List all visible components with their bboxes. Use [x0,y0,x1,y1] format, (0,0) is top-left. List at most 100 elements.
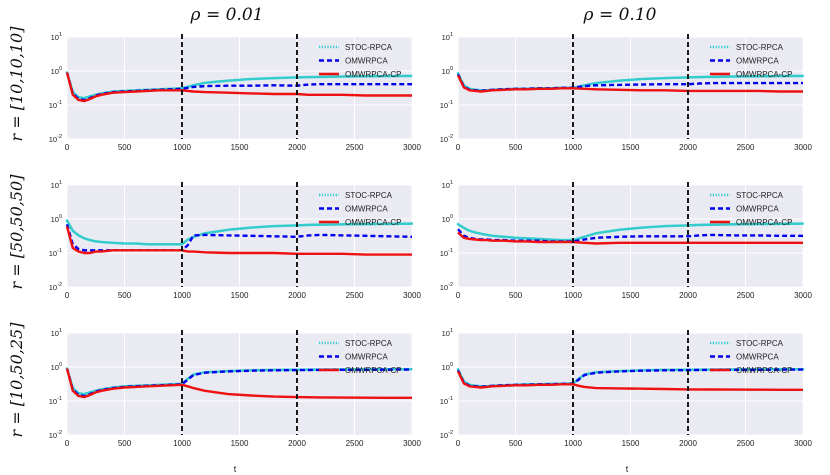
x-axis-label: t [234,464,237,474]
x-tick-label: 500 [118,143,132,152]
chart-panel: 10-2 10-1 100 101 0 500 1000 1500 2000 2500 3000 ST… [49,180,422,300]
chart-panel: 10-2 10-1 100 101 0 500 1000 1500 2000 2500 3000 ST… [49,32,422,152]
legend-label: STOC-RPCA [736,339,784,348]
x-tick-label: 1000 [564,439,582,448]
x-tick-label: 1000 [564,291,582,300]
legend-label: STOC-RPCA [345,191,393,200]
y-tick-label: 10-1 [440,248,453,258]
chart-panel: 10-2 10-1 100 101 0 500 1000 1500 2000 2500 3000 ST… [440,328,813,448]
series-line [65,219,414,246]
x-tick-label: 1000 [173,143,191,152]
y-tick-label: 101 [442,328,453,338]
x-tick-label: 2500 [737,439,755,448]
legend-label: STOC-RPCA [736,43,784,52]
x-tick-label: 0 [65,439,70,448]
x-tick-label: 0 [456,439,461,448]
y-tick-label: 100 [442,214,453,224]
x-tick-label: 3000 [403,143,421,152]
legend-label: OMWRPCA-CP [736,70,792,79]
row-label: r = [10,50,25] [7,322,26,438]
x-tick-label: 0 [456,291,461,300]
legend-label: OMWRPCA-CP [736,218,792,227]
series-line [456,74,803,93]
x-tick-label: 2000 [679,439,697,448]
x-tick-label: 500 [509,291,523,300]
x-tick-label: 3000 [403,439,421,448]
x-tick-label: 1500 [622,439,640,448]
x-tick-label: 500 [118,291,132,300]
x-tick-label: 1000 [564,143,582,152]
y-tick-label: 101 [51,328,62,338]
legend-label: OMWRPCA-CP [345,70,401,79]
y-tick-label: 10-1 [49,396,62,406]
y-tick-label: 100 [442,66,453,76]
x-tick-label: 3000 [794,143,812,152]
x-tick-label: 1500 [622,291,640,300]
y-tick-label: 10-1 [49,248,62,258]
y-tick-label: 10-1 [440,100,453,110]
x-axis-label: t [626,464,629,474]
legend-label: OMWRPCA [736,205,779,214]
y-tick-label: 100 [51,214,62,224]
row-label: r = [10,10,10] [7,26,26,142]
x-tick-label: 500 [509,143,523,152]
y-tick-label: 10-2 [440,430,453,440]
series-line [65,72,412,103]
legend-label: OMWRPCA-CP [345,218,401,227]
x-tick-label: 1000 [173,291,191,300]
y-tick-label: 101 [442,32,453,42]
x-tick-label: 2500 [737,291,755,300]
legend-label: STOC-RPCA [345,339,393,348]
y-tick-label: 101 [51,32,62,42]
legend-label: OMWRPCA [345,57,388,66]
y-tick-label: 100 [51,66,62,76]
x-tick-label: 0 [456,143,461,152]
y-tick-label: 10-2 [49,430,62,440]
series-line [456,370,803,391]
y-tick-label: 10-1 [49,100,62,110]
legend-label: OMWRPCA-CP [345,366,401,375]
chart-panel: 10-2 10-1 100 101 0 500 1000 1500 2000 2500 3000 ST… [440,180,813,300]
y-tick-label: 10-2 [440,134,453,144]
y-tick-label: 10-2 [49,134,62,144]
x-tick-label: 0 [65,143,70,152]
x-tick-label: 0 [65,291,70,300]
x-tick-label: 3000 [794,291,812,300]
x-tick-label: 2000 [288,439,306,448]
x-tick-label: 2500 [346,291,364,300]
series-line [456,222,805,242]
y-tick-label: 101 [442,180,453,190]
x-tick-label: 2500 [346,143,364,152]
y-tick-label: 101 [51,180,62,190]
legend-label: OMWRPCA [345,353,388,362]
column-title: ρ = 0.01 [190,5,264,25]
x-tick-label: 1500 [622,143,640,152]
chart-panel: 10-2 10-1 100 101 0 500 1000 1500 2000 2500 3000 ST… [440,32,813,152]
y-tick-label: 10-2 [440,282,453,292]
series-line [457,231,803,245]
x-tick-label: 2000 [679,143,697,152]
series-line [65,368,412,399]
x-tick-label: 3000 [794,439,812,448]
y-tick-label: 100 [51,362,62,372]
legend-label: OMWRPCA [736,57,779,66]
x-tick-label: 2000 [679,291,697,300]
row-label: r = [50,50,50] [7,174,26,290]
x-tick-label: 1500 [231,143,249,152]
y-tick-label: 10-1 [440,396,453,406]
column-title: ρ = 0.10 [583,5,657,25]
legend-label: STOC-RPCA [345,43,393,52]
x-tick-label: 1500 [231,439,249,448]
x-tick-label: 500 [509,439,523,448]
x-tick-label: 2500 [346,439,364,448]
chart-panel: 10-2 10-1 100 101 0 500 1000 1500 2000 2500 3000 ST… [49,328,422,448]
x-tick-label: 1000 [173,439,191,448]
x-tick-label: 500 [118,439,132,448]
legend-label: OMWRPCA [345,205,388,214]
legend-label: OMWRPCA-CP [736,366,792,375]
legend-label: OMWRPCA [736,353,779,362]
y-tick-label: 10-2 [49,282,62,292]
x-tick-label: 1500 [231,291,249,300]
